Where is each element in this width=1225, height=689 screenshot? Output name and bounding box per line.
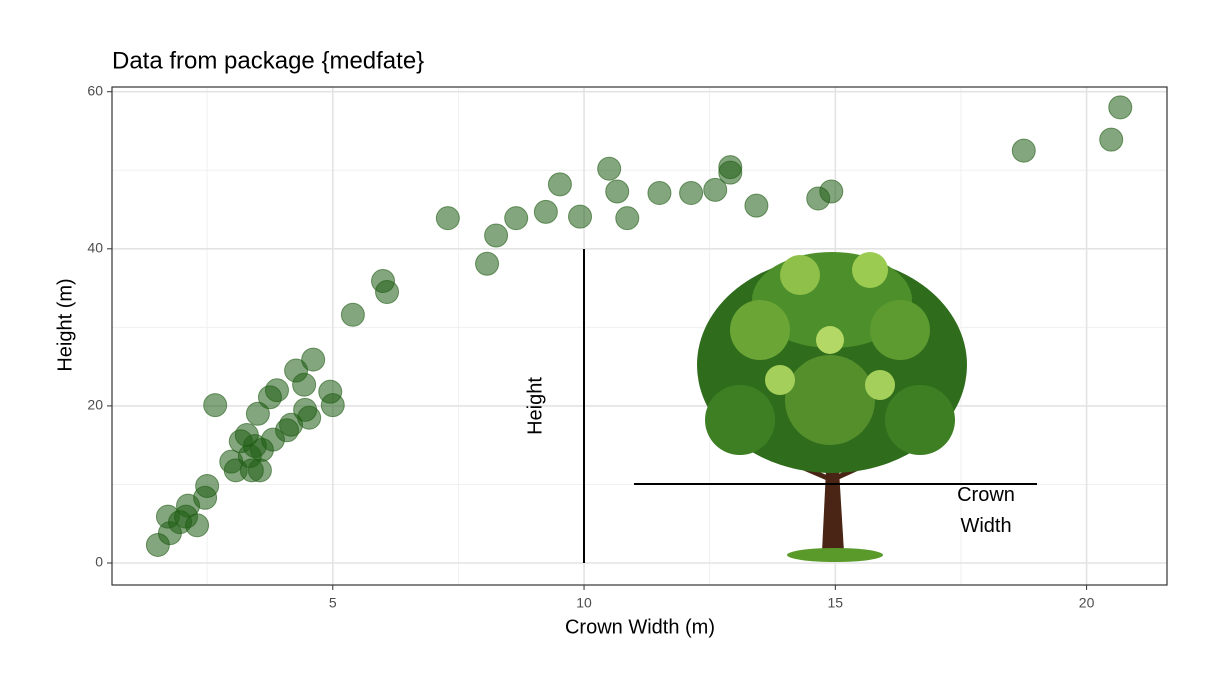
point: [292, 372, 317, 397]
point: [475, 251, 500, 276]
point: [297, 405, 322, 430]
point: [264, 378, 289, 403]
point: [185, 513, 210, 538]
crown-width-annotation: Crown Width: [957, 484, 1015, 537]
y-tick-label: 0: [95, 554, 103, 570]
point: [375, 280, 400, 305]
point: [301, 347, 326, 372]
point: [195, 474, 220, 499]
point: [647, 181, 672, 206]
point: [819, 179, 844, 204]
point: [245, 401, 270, 426]
point: [504, 206, 529, 231]
y-tick-label: 20: [87, 397, 103, 413]
point: [615, 206, 640, 231]
point: [1011, 138, 1036, 163]
y-axis-label: Height (m): [54, 278, 76, 371]
x-tick-label: 20: [1079, 595, 1095, 611]
height-annotation: Height: [524, 377, 546, 435]
point: [597, 156, 622, 181]
x-tick-label: 10: [576, 595, 592, 611]
point: [679, 181, 704, 206]
panel-border: [111, 86, 1168, 586]
x-tick-label: 5: [329, 595, 337, 611]
y-tick-label: 40: [87, 240, 103, 256]
point: [435, 206, 460, 231]
point: [320, 393, 345, 418]
point: [340, 302, 365, 327]
tree-illustration: [697, 252, 967, 562]
point: [547, 172, 572, 197]
x-axis-label: Crown Width (m): [565, 616, 715, 638]
y-tick-label: 60: [87, 82, 103, 98]
point: [605, 179, 630, 204]
point: [744, 193, 769, 218]
chart-title: Data from package {medfate}: [112, 47, 424, 74]
point: [484, 223, 509, 248]
point: [703, 177, 728, 202]
x-tick-label: 15: [828, 595, 844, 611]
point: [533, 199, 558, 224]
point: [718, 160, 743, 185]
point: [203, 393, 228, 418]
point: [1108, 95, 1133, 120]
point: [1099, 127, 1124, 152]
point: [568, 204, 593, 229]
point: [247, 458, 272, 483]
